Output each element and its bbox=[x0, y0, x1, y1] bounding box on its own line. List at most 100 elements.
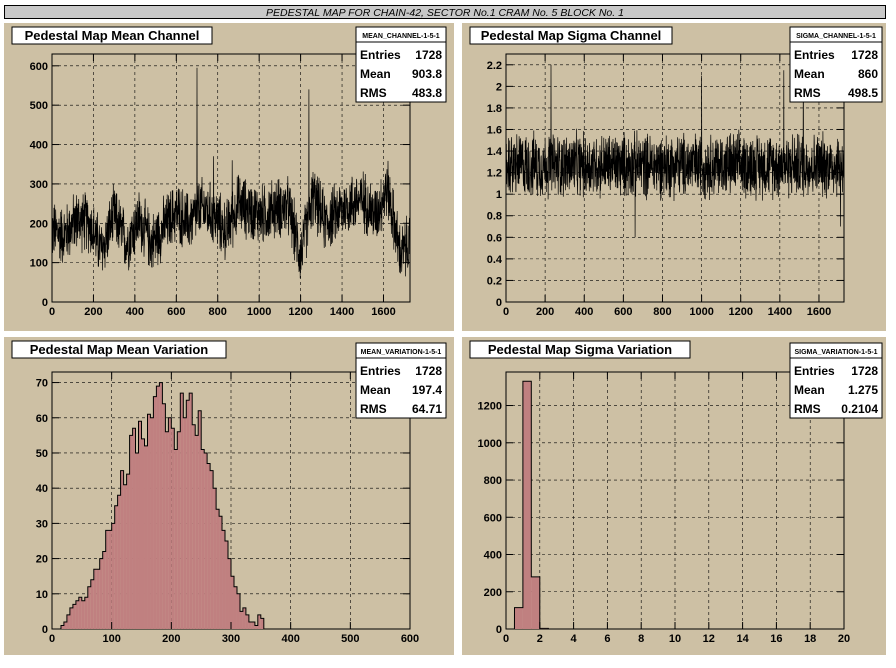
x-tick-label: 1400 bbox=[768, 306, 792, 318]
histogram-bar bbox=[129, 435, 133, 629]
pad-sigma-variation: 0 2 4 6 8 10 12 14 16 18 20 0 200 400 600 800 1000 1200 Pe… bbox=[462, 337, 886, 655]
y-tick-label: 1 bbox=[496, 189, 502, 201]
stats-label: RMS bbox=[360, 402, 387, 416]
plot-title-box bbox=[469, 26, 673, 45]
x-tick-label: 4 bbox=[571, 633, 578, 645]
histogram-bar bbox=[254, 625, 258, 629]
stats-label: RMS bbox=[794, 402, 821, 416]
x-tick-label: 14 bbox=[736, 633, 749, 645]
histogram-bar bbox=[213, 488, 217, 629]
y-tick-label: 0.2 bbox=[487, 275, 502, 287]
y-tick-label: 0.4 bbox=[487, 254, 503, 266]
stats-box bbox=[355, 342, 447, 419]
histogram-bar bbox=[93, 569, 97, 629]
stats-name: SIGMA_VARIATION-1-5-1 bbox=[795, 349, 878, 356]
page-title: PEDESTAL MAP FOR CHAIN-42, SECTOR No.1 C… bbox=[4, 5, 886, 19]
axis-ticks bbox=[51, 54, 410, 303]
histogram-bar bbox=[228, 558, 231, 629]
pad-mean-channel: 0 200 400 600 800 1000 1200 1400 1600 0 100 200 300 4… bbox=[4, 23, 454, 331]
histogram-bar bbox=[183, 417, 187, 629]
x-tick-label: 600 bbox=[167, 306, 185, 318]
y-tick-label: 10 bbox=[36, 589, 48, 601]
histogram-bar bbox=[114, 505, 118, 629]
x-tick-label: 1000 bbox=[247, 306, 271, 318]
x-tick-label: 800 bbox=[209, 306, 227, 318]
histogram-bar bbox=[168, 417, 172, 629]
y-tick-label: 1.2 bbox=[487, 168, 502, 180]
y-tick-label: 400 bbox=[484, 550, 502, 562]
histogram-bar bbox=[251, 621, 255, 629]
histogram-bar bbox=[63, 621, 67, 629]
x-tick-label: 18 bbox=[804, 633, 816, 645]
plot-title: Pedestal Map Sigma Variation bbox=[488, 342, 672, 357]
y-tick-label: 1.6 bbox=[487, 124, 502, 136]
histogram-bar bbox=[75, 600, 79, 629]
histogram-bar bbox=[144, 445, 148, 629]
stats-box bbox=[789, 26, 883, 103]
x-tick-label: 16 bbox=[770, 633, 782, 645]
histogram-bar bbox=[248, 621, 252, 629]
histogram-bar bbox=[72, 604, 76, 629]
y-tick-label: 20 bbox=[36, 554, 48, 566]
histogram-bar bbox=[189, 393, 193, 629]
stats-value: 860 bbox=[858, 67, 878, 81]
x-tick-label: 1400 bbox=[330, 306, 354, 318]
histogram-bar bbox=[225, 540, 229, 629]
axis-ticks bbox=[505, 372, 845, 630]
histogram-bar bbox=[108, 530, 112, 629]
histogram-bar bbox=[514, 607, 523, 629]
histogram-bar bbox=[132, 428, 136, 629]
footer-text bbox=[4, 655, 304, 668]
x-tick-label: 8 bbox=[638, 633, 644, 645]
y-tick-label: 60 bbox=[36, 413, 48, 425]
histogram-bar bbox=[165, 431, 169, 629]
histogram-bar bbox=[180, 393, 184, 629]
x-tick-label: 200 bbox=[84, 306, 102, 318]
y-tick-label: 1.4 bbox=[487, 146, 503, 158]
histogram-bar bbox=[531, 576, 540, 629]
x-tick-label: 500 bbox=[341, 633, 359, 645]
histogram-bar bbox=[192, 424, 196, 629]
x-tick-label: 200 bbox=[162, 633, 180, 645]
x-tick-label: 1200 bbox=[288, 306, 312, 318]
y-tick-label: 0.8 bbox=[487, 211, 502, 223]
stats-box bbox=[355, 26, 447, 103]
x-tick-label: 400 bbox=[126, 306, 144, 318]
y-tick-label: 0 bbox=[42, 624, 48, 636]
stats-value: 1728 bbox=[415, 48, 442, 62]
histogram-bar bbox=[257, 614, 261, 629]
x-tick-label: 12 bbox=[703, 633, 715, 645]
histogram-bar bbox=[233, 586, 237, 629]
stats-label: Entries bbox=[794, 48, 835, 62]
pad-sigma-channel: 0 200 400 600 800 1000 1200 1400 1600 0 0.2 0.4 0.6 0… bbox=[462, 23, 886, 331]
x-tick-label: 2 bbox=[537, 633, 543, 645]
y-tick-label: 800 bbox=[484, 475, 502, 487]
y-tick-label: 0 bbox=[42, 297, 48, 309]
x-tick-label: 0 bbox=[503, 306, 509, 318]
histogram-bar bbox=[60, 625, 64, 629]
axis-ticks bbox=[51, 372, 411, 630]
y-tick-label: 300 bbox=[30, 179, 48, 191]
y-tick-label: 50 bbox=[36, 448, 48, 460]
histogram-bar bbox=[174, 449, 178, 629]
histogram-bar bbox=[87, 586, 91, 629]
histogram-bars bbox=[60, 382, 265, 630]
y-tick-label: 500 bbox=[30, 100, 48, 112]
stats-value: 1728 bbox=[851, 48, 878, 62]
histogram-bar bbox=[242, 607, 246, 629]
histogram-bar bbox=[239, 611, 243, 629]
histogram-bar bbox=[120, 470, 124, 629]
histogram-bar bbox=[245, 614, 249, 629]
histogram-outline bbox=[513, 380, 549, 630]
histogram-bar bbox=[171, 428, 175, 629]
histogram-bar bbox=[236, 593, 240, 629]
y-tick-label: 2.2 bbox=[487, 60, 502, 72]
channel-trace-line bbox=[505, 64, 845, 238]
x-tick-label: 1200 bbox=[728, 306, 752, 318]
mean-variation-plot: 0 100 200 300 400 500 600 0 10 20 30 40 50 60 70 Pedest… bbox=[11, 340, 447, 645]
histogram-bar bbox=[153, 396, 157, 629]
histogram-bar bbox=[522, 381, 532, 629]
histogram-bar bbox=[260, 618, 264, 629]
y-tick-label: 1000 bbox=[478, 438, 502, 450]
histogram-bar bbox=[219, 516, 223, 629]
